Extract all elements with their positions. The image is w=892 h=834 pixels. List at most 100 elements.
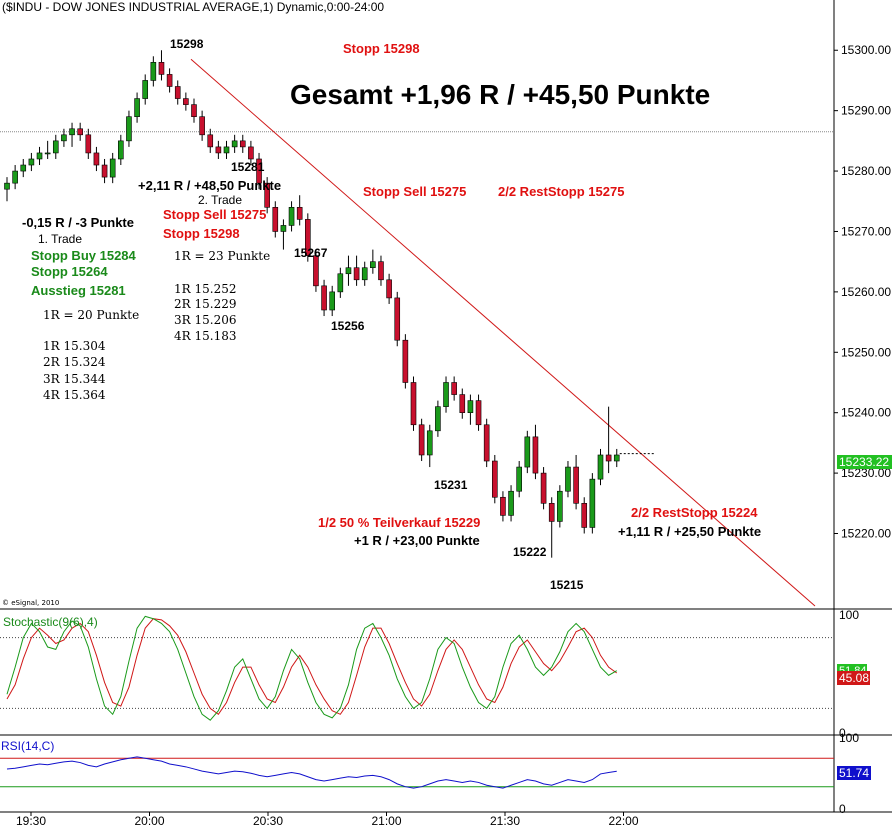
candle-down (548, 503, 555, 522)
candle-up (516, 466, 522, 492)
time-tick-label: 21:00 (371, 814, 401, 828)
candle-down (93, 152, 100, 166)
candle-down (296, 207, 303, 220)
last-price-tag (837, 455, 892, 469)
candle-up (134, 98, 140, 117)
candle-down (605, 454, 612, 462)
stopp-top-text: Stopp 15298 (343, 41, 420, 56)
time-axis: 19:30 20:00 20:30 21:00 21:30 22:00 (16, 812, 639, 828)
candle-up (508, 490, 514, 516)
partial-result-text: +1 R / +23,00 Punkte (354, 533, 480, 548)
candle-up (329, 291, 336, 311)
candle-up (435, 406, 441, 432)
candle-up (524, 436, 531, 468)
trade2-r-text: 1R = 23 Punkte (174, 249, 270, 263)
trade2-level-3: 3R 15.206 (174, 313, 236, 327)
stoch-d-line (6, 618, 618, 716)
rsi-tag (837, 766, 871, 780)
price-tick-label: 15260.00 (841, 285, 891, 299)
candle-down (101, 164, 108, 178)
price-tick-label: 15270.00 (841, 224, 891, 238)
candle-up (337, 273, 344, 293)
partial-sale-text: 1/2 50 % Teilverkauf 15229 (318, 515, 480, 530)
trade2-result-text: +2,11 R / +48,50 Punkte (138, 178, 281, 193)
candle-up (36, 152, 43, 160)
candle-down (77, 128, 83, 136)
candle-down (313, 255, 319, 287)
rsi-label: 51.74 (839, 766, 869, 780)
indicator-tick-label: 0 (839, 802, 846, 816)
trade1-title-text: 1. Trade (38, 232, 82, 246)
trade2-sell-text: Stopp Sell 15275 (163, 207, 266, 222)
candle-up (109, 158, 116, 178)
candle-down (532, 436, 539, 474)
candle-up (28, 158, 35, 166)
price-tick-label: 15230.00 (841, 466, 891, 480)
time-tick-label: 22:00 (608, 814, 638, 828)
stochastic-panel: 100 0 (0, 608, 859, 740)
candle-up (4, 182, 10, 190)
panel-frames (0, 0, 892, 813)
candle-down (239, 140, 246, 148)
candle-up (12, 170, 18, 184)
candle-up (44, 152, 51, 155)
candle-down (540, 472, 547, 504)
candle-up (142, 80, 149, 99)
candle-down (402, 339, 409, 383)
candle-down (272, 207, 279, 232)
candle-down (581, 503, 588, 528)
candle-up (288, 207, 295, 226)
trade2-title-text: 2. Trade (198, 193, 242, 207)
trend-line (190, 58, 816, 607)
price-tick-label: 15220.00 (841, 527, 891, 541)
price-tick-label: 15240.00 (841, 406, 891, 420)
trade1-level-1: 1R 15.304 (43, 339, 106, 353)
swing-label-15281: 15281 (231, 160, 265, 174)
reststopp-bottom-text: 2/2 RestStopp 15224 (631, 505, 758, 520)
swing-label-15256: 15256 (331, 319, 365, 333)
trade2-stop-text: Stopp 15298 (163, 226, 240, 241)
time-tick-label: 20:00 (134, 814, 164, 828)
swing-label-15222: 15222 (513, 545, 547, 559)
candle-down (264, 182, 270, 208)
candle-up (565, 466, 571, 492)
candle-down (483, 424, 490, 462)
candle-down (451, 382, 457, 395)
indicator-tick-label: 100 (839, 731, 859, 745)
trade2-level-2: 2R 15.229 (174, 297, 236, 311)
swing-label-15298: 15298 (170, 37, 204, 51)
total-result-text: Gesamt +1,96 R / +45,50 Punkte (290, 79, 710, 110)
candle-up (597, 454, 604, 480)
rsi-panel: 100 0 (0, 731, 859, 816)
candle-up (361, 267, 368, 281)
reststopp-top-text: 2/2 RestStopp 15275 (498, 184, 624, 199)
candle-up (345, 267, 352, 275)
trade2-level-1: 1R 15.252 (174, 282, 236, 296)
candle-up (370, 261, 376, 269)
candle-up (61, 134, 67, 142)
candle-down (475, 400, 482, 426)
indicator-tick-label: 100 (839, 608, 859, 622)
trade1-level-4: 4R 15.364 (43, 388, 106, 402)
chart-header-title: ($INDU - DOW JONES INDUSTRIAL AVERAGE,1)… (2, 0, 384, 14)
candle-up (69, 128, 75, 136)
candle-down (215, 146, 222, 154)
candle-down (410, 382, 417, 426)
trade1-stop-text: Stopp 15264 (31, 264, 108, 279)
candle-down (353, 267, 360, 281)
candle-down (256, 158, 262, 184)
candle-down (321, 285, 327, 311)
candle-up (231, 140, 238, 148)
candle-down (394, 297, 401, 341)
candle-down (85, 134, 92, 154)
candle-up (118, 140, 124, 160)
candle-down (459, 394, 466, 413)
price-tick-label: 15280.00 (841, 164, 891, 178)
trade1-buy-text: Stopp Buy 15284 (31, 248, 137, 263)
candle-up (280, 225, 287, 232)
price-axis: 15300.00 15290.00 15280.00 15270.00 15260.00… (834, 43, 891, 541)
candle-up (223, 146, 230, 154)
candle-down (418, 424, 425, 456)
candle-down (386, 279, 392, 299)
trade1-exit-text: Ausstieg 15281 (31, 283, 126, 298)
